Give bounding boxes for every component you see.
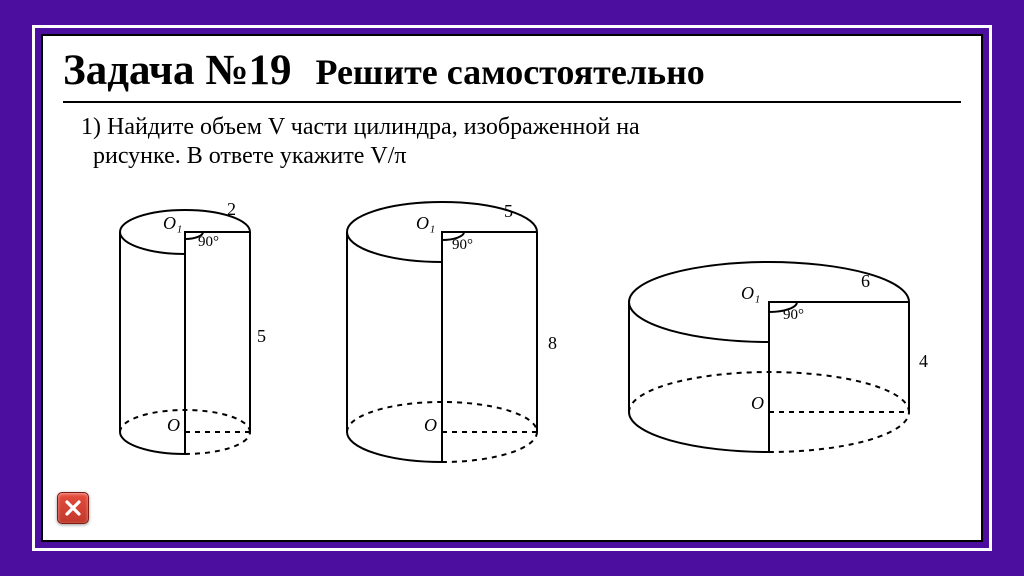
figures-row: O₁ 2 90° 5 O (63, 177, 961, 477)
slide-card: Задача №19 Решите самостоятельно 1) Найд… (41, 34, 983, 542)
label-height: 4 (919, 351, 928, 371)
label-o: O (167, 415, 180, 435)
label-radius: 6 (861, 271, 870, 291)
task-number: Задача №19 (63, 46, 291, 95)
slide-outer-frame: Задача №19 Решите самостоятельно 1) Найд… (32, 25, 992, 551)
problem-line1: 1) Найдите объем V части цилиндра, изобр… (81, 113, 961, 142)
label-o1: O₁ (163, 213, 182, 233)
label-o1: O₁ (741, 283, 760, 303)
label-height: 5 (257, 326, 266, 346)
task-subtitle: Решите самостоятельно (315, 51, 704, 93)
label-radius: 2 (227, 199, 236, 219)
label-o1: O₁ (416, 213, 435, 233)
problem-statement: 1) Найдите объем V части цилиндра, изобр… (81, 113, 961, 171)
close-button[interactable] (57, 492, 89, 524)
cylinder-figure-2: O₁ 5 90° 8 O (312, 177, 572, 477)
label-angle: 90° (452, 237, 473, 253)
title-row: Задача №19 Решите самостоятельно (63, 46, 961, 103)
cylinder-figure-3: O₁ 6 90° 4 O (599, 247, 939, 477)
label-radius: 5 (504, 201, 513, 221)
label-height: 8 (548, 333, 557, 353)
label-angle: 90° (783, 307, 804, 323)
label-o: O (751, 393, 764, 413)
label-o: O (424, 415, 437, 435)
cylinder-figure-1: O₁ 2 90° 5 O (85, 177, 285, 477)
close-icon (64, 499, 82, 517)
label-angle: 90° (198, 234, 219, 250)
problem-line2: рисунке. В ответе укажите V/π (93, 142, 961, 171)
